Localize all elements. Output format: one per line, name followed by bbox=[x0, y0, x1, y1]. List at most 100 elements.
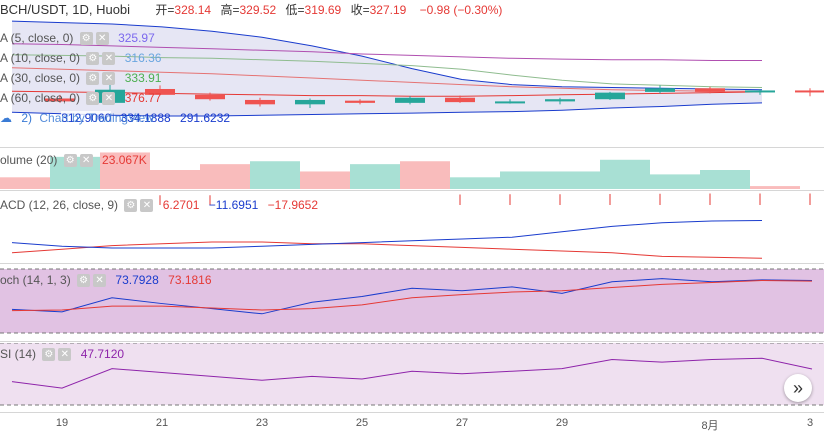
ma-indicator-row[interactable]: A (60, close, 0) ⚙ ✕ 376.77 bbox=[0, 90, 161, 106]
volume-bar bbox=[0, 177, 50, 189]
pane-divider[interactable] bbox=[0, 190, 824, 191]
stoch-label: och (14, 1, 3) bbox=[0, 273, 71, 287]
stoch-d-value: 73.1816 bbox=[168, 273, 212, 287]
rsi-pane[interactable] bbox=[0, 343, 824, 411]
symbol-title: BCH/USDT, 1D, Huobi bbox=[0, 2, 131, 17]
volume-bar bbox=[250, 161, 300, 189]
gear-icon[interactable]: ⚙ bbox=[124, 199, 138, 213]
high-label: 高= bbox=[220, 3, 240, 17]
low-value: 319.69 bbox=[304, 3, 342, 17]
high-value: 329.52 bbox=[239, 3, 277, 17]
pane-divider[interactable] bbox=[0, 263, 824, 264]
gear-icon[interactable]: ⚙ bbox=[79, 32, 93, 46]
bollinger-upper-value: 334.1888 bbox=[120, 111, 171, 125]
bollinger-basis-value: 312.9060 bbox=[61, 111, 112, 125]
ma-indicator-row[interactable]: A (30, close, 0) ⚙ ✕ 333.91 bbox=[0, 70, 161, 86]
gear-icon[interactable]: ⚙ bbox=[42, 348, 56, 362]
stoch-d-line bbox=[11, 280, 813, 312]
gear-icon[interactable]: ⚙ bbox=[86, 72, 100, 86]
volume-bar bbox=[750, 186, 800, 189]
macd-indicator-row[interactable]: ACD (12, 26, close, 9) ⚙ ✕ 6.2701 −11.695… bbox=[0, 197, 318, 213]
gear-icon[interactable]: ⚙ bbox=[86, 52, 100, 66]
volume-pane[interactable] bbox=[0, 149, 824, 189]
volume-bar bbox=[100, 152, 150, 189]
time-axis-tick-label: 27 bbox=[455, 417, 469, 429]
close-icon[interactable]: ✕ bbox=[140, 199, 154, 213]
close-icon[interactable]: ✕ bbox=[102, 72, 116, 86]
candle-body bbox=[195, 94, 225, 100]
candle-body bbox=[795, 90, 824, 93]
pane-divider[interactable] bbox=[0, 341, 824, 342]
bollinger-upper-line bbox=[11, 20, 763, 91]
rsi-label: SI (14) bbox=[0, 347, 37, 361]
candle-body bbox=[145, 88, 175, 95]
close-icon[interactable]: ✕ bbox=[93, 274, 107, 288]
time-axis-tick-label: 3 bbox=[806, 417, 814, 429]
close-icon[interactable]: ✕ bbox=[102, 92, 116, 106]
volume-bar bbox=[450, 177, 500, 189]
tradingview-logo-icon: ☁ bbox=[0, 111, 12, 125]
volume-bar bbox=[650, 174, 700, 189]
ma-indicator-value: 316.36 bbox=[124, 51, 162, 65]
candle-body bbox=[295, 99, 325, 105]
time-axis-tick-label: 8月 bbox=[701, 420, 719, 432]
candle-body bbox=[695, 88, 725, 92]
ma-indicator-label: A (5, close, 0) bbox=[0, 31, 74, 45]
volume-indicator-row[interactable]: olume (20) ⚙ ✕ 23.067K bbox=[0, 152, 147, 168]
ma30-line bbox=[11, 67, 762, 92]
candle-body bbox=[45, 98, 75, 102]
time-axis-tick-label: 19 bbox=[55, 417, 69, 429]
close-icon[interactable]: ✕ bbox=[58, 348, 72, 362]
rsi-indicator-row[interactable]: SI (14) ⚙ ✕ 47.7120 bbox=[0, 346, 124, 362]
volume-bar bbox=[400, 161, 450, 189]
low-label: 低= bbox=[285, 3, 305, 17]
open-label: 开= bbox=[155, 3, 175, 17]
price-pane[interactable] bbox=[0, 20, 824, 146]
chart-header: BCH/USDT, 1D, Huobi 开=328.14 高=329.52 低=… bbox=[0, 2, 502, 18]
ma-indicator-row[interactable]: A (10, close, 0) ⚙ ✕ 316.36 bbox=[0, 50, 161, 66]
candle-body bbox=[645, 88, 675, 92]
volume-bar bbox=[150, 170, 200, 189]
gear-icon[interactable]: ⚙ bbox=[77, 274, 91, 288]
volume-bar bbox=[300, 171, 350, 189]
macd-histogram-value: 6.2701 bbox=[162, 198, 200, 212]
ma60-line bbox=[11, 90, 763, 97]
close-icon[interactable]: ✕ bbox=[102, 52, 116, 66]
open-value: 328.14 bbox=[174, 3, 212, 17]
gear-icon[interactable]: ⚙ bbox=[63, 154, 77, 168]
rsi-chart bbox=[0, 343, 824, 406]
close-icon[interactable]: ✕ bbox=[79, 154, 93, 168]
close-icon[interactable]: ✕ bbox=[95, 32, 109, 46]
bollinger-lower-value: 291.6232 bbox=[180, 111, 231, 125]
macd-pane[interactable] bbox=[0, 192, 824, 262]
volume-bar bbox=[200, 164, 250, 189]
volume-bar bbox=[500, 171, 550, 189]
ma-indicator-row[interactable]: A (5, close, 0) ⚙ ✕ 325.97 bbox=[0, 30, 155, 46]
bollinger-indicator-row[interactable]: ☁ 2) Chart by TradingView 312.9060 334.1… bbox=[0, 110, 230, 126]
stoch-k-line bbox=[11, 278, 813, 315]
candle-body bbox=[395, 97, 425, 103]
scroll-to-latest-button[interactable]: » bbox=[784, 374, 812, 402]
candle-body bbox=[345, 100, 375, 103]
double-chevron-right-icon: » bbox=[792, 378, 803, 398]
gear-icon[interactable]: ⚙ bbox=[86, 92, 100, 106]
volume-bar bbox=[700, 170, 750, 189]
candle-body bbox=[445, 97, 475, 103]
bollinger-lower-line bbox=[11, 102, 763, 117]
ma5-line bbox=[11, 43, 762, 61]
volume-bar bbox=[600, 159, 650, 189]
candle-body bbox=[495, 101, 525, 104]
ma-indicator-value: 325.97 bbox=[118, 31, 155, 45]
ma-indicator-label: A (60, close, 0) bbox=[0, 91, 81, 105]
candle-body bbox=[745, 90, 775, 93]
ma-indicator-label: A (10, close, 0) bbox=[0, 51, 81, 65]
pane-divider[interactable] bbox=[0, 147, 824, 148]
time-axis-tick-label: 25 bbox=[355, 417, 369, 429]
volume-bar bbox=[550, 171, 600, 189]
time-axis-tick-label: 29 bbox=[555, 417, 569, 429]
stoch-pane[interactable] bbox=[0, 265, 824, 340]
macd-line-value: −11.6951 bbox=[208, 198, 259, 212]
rsi-line bbox=[11, 357, 813, 389]
price-chart bbox=[11, 20, 824, 117]
stoch-indicator-row[interactable]: och (14, 1, 3) ⚙ ✕ 73.7928 73.1816 bbox=[0, 272, 212, 288]
